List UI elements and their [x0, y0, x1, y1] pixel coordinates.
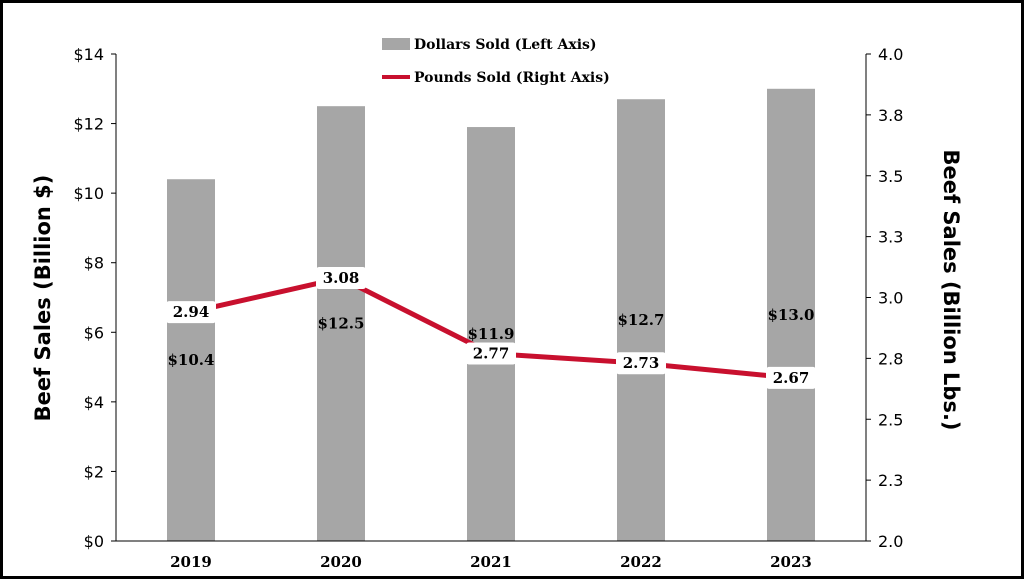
bar-2019: [167, 179, 215, 541]
bar-value-label-2023: $13.0: [768, 306, 815, 324]
left-tick-label: $14: [73, 45, 104, 64]
bar-2021: [467, 127, 515, 542]
legend-label-pounds: Pounds Sold (Right Axis): [414, 70, 610, 86]
bar-value-label-2021: $11.9: [468, 325, 515, 343]
x-tick-label-2023: 2023: [770, 553, 812, 571]
line-point-2022: 2.73: [616, 352, 666, 375]
left-tick-label: $10: [73, 184, 104, 203]
right-axis-title: Beef Sales (Billion Lbs.): [939, 149, 963, 430]
x-tick-label-2021: 2021: [470, 553, 512, 571]
x-tick-label-2020: 2020: [320, 553, 362, 571]
left-tick-label: $6: [84, 323, 104, 342]
left-tick-label: $0: [84, 532, 104, 551]
right-tick-label: 3.5: [878, 167, 903, 186]
line-label-box-2020: [316, 267, 366, 290]
left-tick-label: $8: [84, 254, 104, 273]
bars-layer: [167, 88, 815, 542]
right-tick-label: 2.5: [878, 410, 903, 429]
right-tick-label: 2.0: [878, 532, 903, 551]
x-tick-label-2022: 2022: [620, 553, 662, 571]
left-tick-label: $4: [84, 393, 104, 412]
bar-2020: [317, 106, 365, 541]
right-tick-label: 2.3: [878, 471, 903, 490]
line-value-label-2020: 3.08: [323, 269, 360, 287]
line-label-box-2022: [616, 352, 666, 375]
bar-2023: [767, 88, 815, 542]
bar-value-label-2022: $12.7: [618, 311, 665, 329]
line-point-2019: 2.94: [166, 301, 216, 324]
bar-value-label-2020: $12.5: [318, 315, 365, 333]
right-tick-label: 3.0: [878, 289, 903, 308]
legend: Dollars Sold (Left Axis) Pounds Sold (Ri…: [382, 37, 610, 86]
line-point-2020: 3.08: [316, 267, 366, 290]
legend-label-dollars: Dollars Sold (Left Axis): [414, 37, 597, 53]
line-label-box-2021: [466, 342, 516, 365]
right-tick-label: 3.3: [878, 228, 903, 247]
bar-2022: [617, 99, 665, 541]
left-tick-label: $2: [84, 462, 104, 481]
x-tick-label-2019: 2019: [170, 553, 212, 571]
line-value-label-2019: 2.94: [173, 303, 210, 321]
line-labels-layer: 2.94 3.08 2.77 2.73 2.67: [166, 267, 816, 389]
left-axis-title: Beef Sales (Billion $): [31, 175, 55, 422]
bar-value-label-2019: $10.4: [168, 351, 215, 369]
line-point-2021: 2.77: [466, 342, 516, 365]
line-value-label-2023: 2.67: [773, 369, 810, 387]
right-tick-label: 4.0: [878, 45, 903, 64]
bar-labels-layer: $10.4 $12.5 $11.9 $12.7 $13.0: [168, 306, 815, 369]
line-point-2023: 2.67: [766, 366, 816, 389]
ticks-layer: $0 $2 $4 $6 $8 $10 $12 $14 2.0 2.3 2.5 2.8 3.0 3.3 3.5…: [73, 45, 903, 571]
legend-swatch-dollars: [382, 38, 410, 50]
right-tick-label: 2.8: [878, 349, 903, 368]
line-value-label-2022: 2.73: [623, 354, 660, 372]
line-label-box-2019: [166, 301, 216, 324]
left-tick-label: $12: [73, 115, 104, 134]
line-value-label-2021: 2.77: [473, 345, 510, 363]
line-label-box-2023: [766, 366, 816, 389]
right-tick-label: 3.8: [878, 106, 903, 125]
